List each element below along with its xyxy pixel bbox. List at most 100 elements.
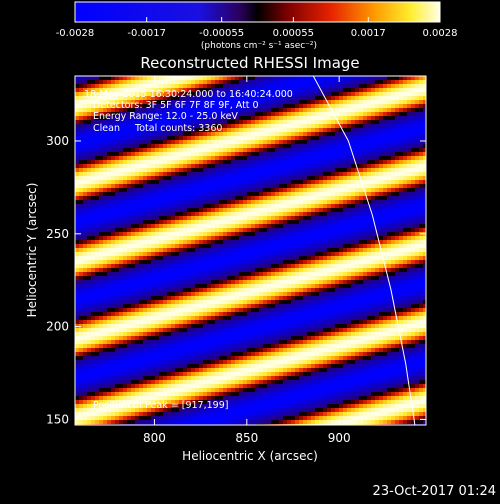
heatmap-cell [399, 264, 403, 268]
heatmap-cell [339, 108, 343, 112]
heatmap-cell [195, 80, 199, 84]
heatmap-cell [155, 236, 159, 240]
heatmap-cell [355, 228, 359, 232]
heatmap-cell [255, 228, 259, 232]
heatmap-cell [223, 276, 227, 280]
heatmap-cell [155, 164, 159, 168]
heatmap-cell [231, 144, 235, 148]
heatmap-cell [227, 76, 231, 80]
heatmap-cell [91, 300, 95, 304]
heatmap-cell [203, 216, 207, 220]
heatmap-cell [383, 140, 387, 144]
heatmap-cell [307, 164, 311, 168]
heatmap-cell [303, 184, 307, 188]
heatmap-cell [107, 288, 111, 292]
heatmap-cell [187, 136, 191, 140]
heatmap-cell [235, 244, 239, 248]
heatmap-cell [327, 284, 331, 288]
heatmap-cell [87, 152, 91, 156]
heatmap-cell [339, 172, 343, 176]
heatmap-cell [155, 76, 159, 80]
heatmap-cell [111, 232, 115, 236]
heatmap-cell [367, 244, 371, 248]
heatmap-cell [391, 92, 395, 96]
heatmap-cell [279, 276, 283, 280]
heatmap-cell [299, 224, 303, 228]
heatmap-cell [227, 276, 231, 280]
heatmap-cell [183, 248, 187, 252]
heatmap-cell [383, 168, 387, 172]
heatmap-cell [155, 176, 159, 180]
heatmap-cell [375, 244, 379, 248]
heatmap-cell [215, 256, 219, 260]
heatmap-cell [259, 100, 263, 104]
heatmap-cell [295, 200, 299, 204]
heatmap-cell [143, 288, 147, 292]
heatmap-cell [167, 176, 171, 180]
heatmap-cell [275, 236, 279, 240]
heatmap-cell [139, 140, 143, 144]
heatmap-cell [351, 236, 355, 240]
heatmap-cell [151, 164, 155, 168]
heatmap-cell [251, 248, 255, 252]
heatmap-cell [251, 112, 255, 116]
heatmap-cell [315, 104, 319, 108]
heatmap-cell [231, 188, 235, 192]
heatmap-cell [263, 236, 267, 240]
heatmap-cell [83, 280, 87, 284]
heatmap-cell [363, 248, 367, 252]
heatmap-cell [323, 208, 327, 212]
heatmap-cell [251, 176, 255, 180]
heatmap-cell [227, 292, 231, 296]
heatmap-cell [227, 244, 231, 248]
heatmap-cell [167, 232, 171, 236]
heatmap-cell [339, 96, 343, 100]
heatmap-cell [163, 268, 167, 272]
heatmap-cell [291, 136, 295, 140]
heatmap-cell [283, 132, 287, 136]
heatmap-cell [311, 128, 315, 132]
heatmap-cell [83, 260, 87, 264]
heatmap-cell [283, 136, 287, 140]
heatmap-cell [123, 136, 127, 140]
heatmap-cell [291, 260, 295, 264]
heatmap-cell [247, 168, 251, 172]
heatmap-cell [219, 276, 223, 280]
heatmap-cell [147, 156, 151, 160]
heatmap-cell [119, 140, 123, 144]
heatmap-cell [223, 128, 227, 132]
heatmap-cell [419, 224, 423, 228]
heatmap-cell [307, 256, 311, 260]
heatmap-cell [267, 164, 271, 168]
heatmap-cell [139, 292, 143, 296]
heatmap-cell [251, 168, 255, 172]
heatmap-cell [119, 144, 123, 148]
heatmap-cell [327, 280, 331, 284]
heatmap-cell [407, 288, 411, 292]
heatmap-cell [75, 176, 79, 180]
heatmap-cell [299, 84, 303, 88]
heatmap-cell [107, 272, 111, 276]
heatmap-cell [283, 256, 287, 260]
heatmap-cell [223, 240, 227, 244]
heatmap-cell [299, 192, 303, 196]
heatmap-cell [387, 172, 391, 176]
heatmap-cell [235, 164, 239, 168]
heatmap-cell [295, 192, 299, 196]
heatmap-cell [391, 156, 395, 160]
heatmap-cell [291, 248, 295, 252]
heatmap-cell [359, 208, 363, 212]
heatmap-cell [371, 272, 375, 276]
heatmap-cell [387, 168, 391, 172]
heatmap-cell [359, 92, 363, 96]
heatmap-cell [211, 296, 215, 300]
heatmap-cell [399, 248, 403, 252]
heatmap-cell [335, 164, 339, 168]
heatmap-cell [371, 124, 375, 128]
heatmap-cell [191, 156, 195, 160]
heatmap-cell [291, 132, 295, 136]
heatmap-cell [239, 136, 243, 140]
heatmap-cell [255, 80, 259, 84]
heatmap-cell [247, 192, 251, 196]
heatmap-cell [335, 224, 339, 228]
